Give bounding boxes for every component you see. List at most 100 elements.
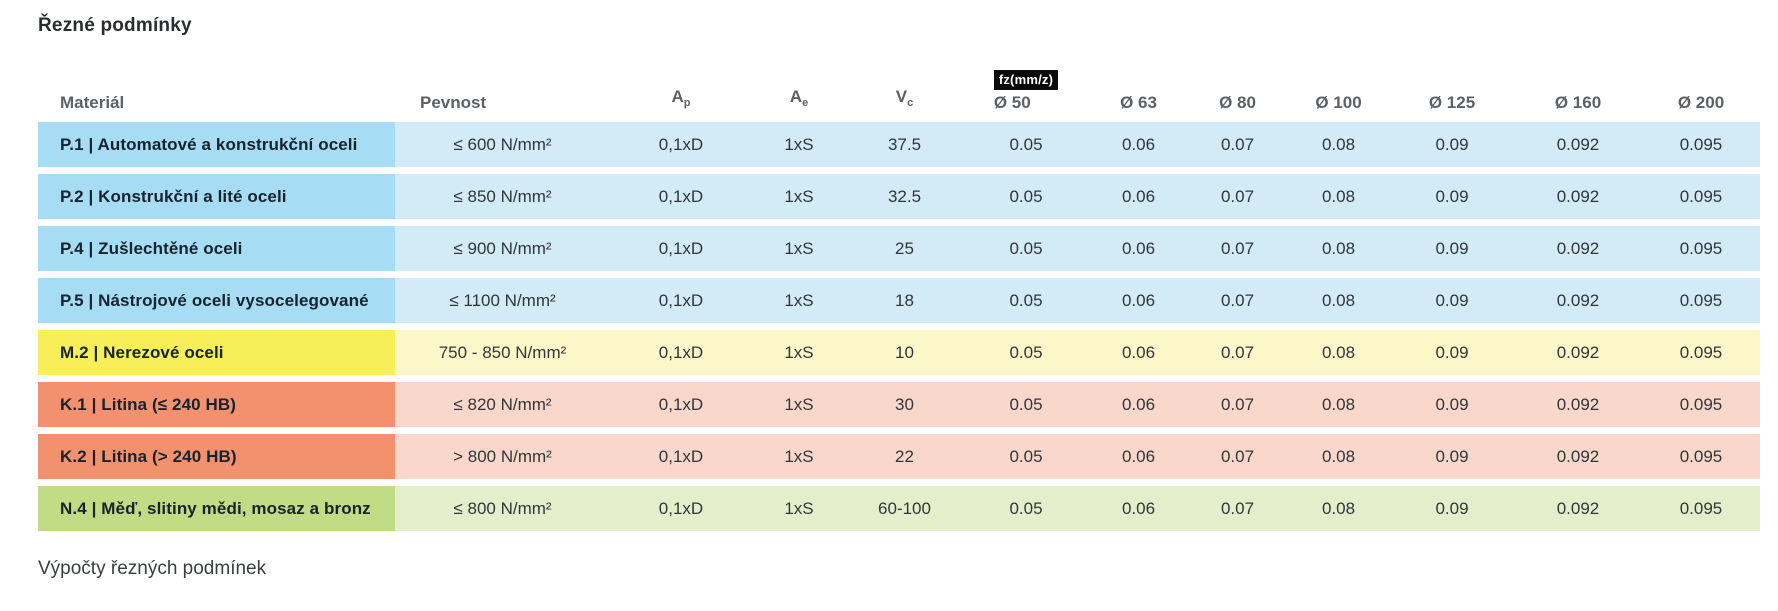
fz-cell: 0.08 [1287,434,1390,479]
fz-cell: 0.095 [1642,122,1760,167]
column-header-diameter-100: Ø 100 [1287,92,1390,114]
ap-cell: 0,1xD [610,486,752,531]
vc-cell: 30 [846,382,963,427]
material-cell: P.1 | Automatové a konstrukční oceli [38,122,395,167]
column-header-ae: Ae [752,86,846,114]
fz-cell: 0.05 [963,122,1089,167]
fz-cell: 0.05 [963,174,1089,219]
column-header-vc: Vc [846,86,963,114]
fz-cell: 0.06 [1089,434,1188,479]
table-row: N.4 | Měď, slitiny mědi, mosaz a bronz ≤ … [38,486,1760,531]
column-header-label: Pevnost [420,93,487,112]
column-header-label: Materiál [60,93,125,112]
fz-cell: 0.07 [1188,486,1287,531]
fz-cell: 0.06 [1089,278,1188,323]
fz-cell: 0.07 [1188,174,1287,219]
cutting-conditions-table: Materiál Pevnost Ap Ae Vc fz(mm/z) Ø 50 [38,58,1760,531]
pevnost-cell: ≤ 1100 N/mm² [395,278,610,323]
fz-cell: 0.09 [1390,382,1514,427]
material-cell: P.4 | Zušlechtěné oceli [38,226,395,271]
fz-cell: 0.09 [1390,278,1514,323]
ae-cell: 1xS [752,226,846,271]
fz-cell: 0.095 [1642,278,1760,323]
fz-cell: 0.09 [1390,174,1514,219]
column-header-label: Ø 50 [993,93,1031,112]
table-row: M.2 | Nerezové oceli 750 - 850 N/mm² 0,1xD… [38,330,1760,375]
vc-cell: 32.5 [846,174,963,219]
column-header-diameter-160: Ø 160 [1514,92,1642,114]
vc-cell: 10 [846,330,963,375]
fz-cell: 0.092 [1514,122,1642,167]
fz-cell: 0.092 [1514,174,1642,219]
fz-cell: 0.06 [1089,174,1188,219]
column-header-diameter-125: Ø 125 [1390,92,1514,114]
fz-cell: 0.07 [1188,434,1287,479]
column-header-label: Ø 200 [1677,93,1725,112]
pevnost-cell: ≤ 850 N/mm² [395,174,610,219]
fz-cell: 0.08 [1287,278,1390,323]
table-row: P.5 | Nástrojové oceli vysocelegované ≤ 1… [38,278,1760,323]
fz-cell: 0.08 [1287,382,1390,427]
table-row: P.4 | Zušlechtěné oceli ≤ 900 N/mm² 0,1xD 1… [38,226,1760,271]
column-header-diameter-80: Ø 80 [1188,92,1287,114]
fz-cell: 0.05 [963,330,1089,375]
fz-cell: 0.09 [1390,434,1514,479]
ap-cell: 0,1xD [610,122,752,167]
column-header-label: Ø 80 [1219,93,1256,112]
fz-unit-badge: fz(mm/z) [993,70,1059,90]
table-row: P.2 | Konstrukční a lité oceli ≤ 850 N/mm… [38,174,1760,219]
ae-cell: 1xS [752,434,846,479]
material-cell: K.1 | Litina (≤ 240 HB) [38,382,395,427]
column-header-label: Ae [789,87,809,109]
ap-cell: 0,1xD [610,382,752,427]
table-row: K.2 | Litina (> 240 HB) > 800 N/mm² 0,1xD 1… [38,434,1760,479]
fz-cell: 0.06 [1089,382,1188,427]
pevnost-cell: 750 - 850 N/mm² [395,330,610,375]
fz-cell: 0.095 [1642,174,1760,219]
table-row: K.1 | Litina (≤ 240 HB) ≤ 820 N/mm² 0,1xD 1… [38,382,1760,427]
material-cell: M.2 | Nerezové oceli [38,330,395,375]
vc-cell: 60-100 [846,486,963,531]
material-cell: P.2 | Konstrukční a lité oceli [38,174,395,219]
fz-cell: 0.05 [963,226,1089,271]
column-header-label: Ap [671,87,691,109]
ae-cell: 1xS [752,122,846,167]
ae-cell: 1xS [752,382,846,427]
fz-cell: 0.06 [1089,330,1188,375]
ap-cell: 0,1xD [610,434,752,479]
material-cell: P.5 | Nástrojové oceli vysocelegované [38,278,395,323]
fz-cell: 0.095 [1642,330,1760,375]
fz-cell: 0.092 [1514,278,1642,323]
column-header-label: Ø 63 [1120,93,1157,112]
fz-cell: 0.09 [1390,226,1514,271]
page-title: Řezné podmínky [38,15,192,36]
section-title-calculations: Výpočty řezných podmínek [38,558,267,579]
fz-cell: 0.09 [1390,486,1514,531]
ae-cell: 1xS [752,174,846,219]
column-header-diameter-200: Ø 200 [1642,92,1760,114]
vc-cell: 25 [846,226,963,271]
fz-cell: 0.09 [1390,122,1514,167]
vc-cell: 18 [846,278,963,323]
fz-cell: 0.08 [1287,174,1390,219]
fz-cell: 0.08 [1287,486,1390,531]
fz-cell: 0.095 [1642,434,1760,479]
fz-cell: 0.092 [1514,382,1642,427]
ap-cell: 0,1xD [610,174,752,219]
table-header-row: Materiál Pevnost Ap Ae Vc fz(mm/z) Ø 50 [38,58,1760,114]
column-header-label: Ø 125 [1428,93,1476,112]
fz-cell: 0.095 [1642,226,1760,271]
column-header-ap: Ap [610,86,752,114]
material-cell: N.4 | Měď, slitiny mědi, mosaz a bronz [38,486,395,531]
fz-cell: 0.08 [1287,226,1390,271]
column-header-label: Vc [895,87,914,109]
fz-cell: 0.07 [1188,226,1287,271]
fz-cell: 0.07 [1188,122,1287,167]
ae-cell: 1xS [752,278,846,323]
fz-cell: 0.05 [963,486,1089,531]
page: Řezné podmínky Materiál Pevnost Ap Ae Vc… [38,15,1760,579]
pevnost-cell: ≤ 600 N/mm² [395,122,610,167]
pevnost-cell: ≤ 800 N/mm² [395,486,610,531]
ap-cell: 0,1xD [610,226,752,271]
vc-cell: 22 [846,434,963,479]
